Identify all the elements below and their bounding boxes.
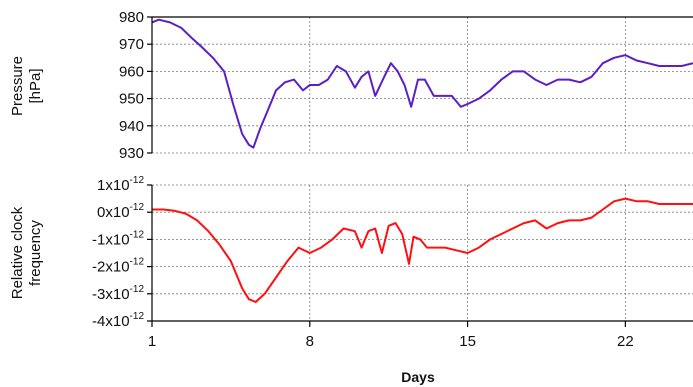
pressure-tick-label-1: 940 xyxy=(119,118,144,135)
clock-frequency-line xyxy=(152,197,693,303)
pressure-series xyxy=(151,18,693,149)
x-tick-labels: 1 8 15 22 xyxy=(148,333,634,350)
clock-tick-label-1: 0x10-12 xyxy=(97,202,144,221)
clock-series xyxy=(152,197,693,303)
pressure-tick-label-4: 970 xyxy=(119,36,144,53)
clock-gridlines xyxy=(151,184,693,322)
pressure-tick-label-3: 960 xyxy=(119,63,144,80)
x-axis-label: Days xyxy=(401,369,435,385)
x-tick-label-1: 8 xyxy=(306,333,314,350)
axes xyxy=(147,16,693,327)
clock-tick-exponent-0: -12 xyxy=(130,175,145,186)
pressure-tick-label-2: 950 xyxy=(119,91,144,108)
pressure-line xyxy=(151,18,693,149)
x-tick-label-0: 1 xyxy=(148,333,156,350)
clock-tick-label-3: -2x10-12 xyxy=(92,257,144,276)
x-tick-label-2: 15 xyxy=(459,333,476,350)
pressure-gridlines xyxy=(151,16,693,154)
clock-y-tick-labels: 1x10-12 0x10-12 -1x10-12 -2x10-12 -3x10-12 -4… xyxy=(92,175,144,330)
clock-tick-exponent-3: -12 xyxy=(130,257,145,268)
clock-tick-exponent-5: -12 xyxy=(130,311,145,322)
pressure-tick-label-5: 980 xyxy=(119,9,144,26)
pressure-tick-label-0: 930 xyxy=(119,145,144,162)
pressure-ylabel-line2: [hPa] xyxy=(27,68,44,103)
clock-tick-exponent-1: -12 xyxy=(130,202,145,213)
clock-tick-label-5: -4x10-12 xyxy=(92,311,144,330)
clock-tick-label-2: -1x10-12 xyxy=(92,229,144,248)
pressure-ylabel-line1: Pressure xyxy=(9,56,26,116)
pressure-y-tick-labels: 930 940 950 960 970 980 xyxy=(119,9,144,162)
x-tick-label-3: 22 xyxy=(617,333,634,350)
clock-tick-exponent-4: -12 xyxy=(130,284,145,295)
clock-tick-label-4: -3x10-12 xyxy=(92,284,144,303)
clock-ylabel-line1: Relative clock xyxy=(9,206,26,299)
clock-tick-label-0: 1x10-12 xyxy=(97,175,144,194)
clock-tick-exponent-2: -12 xyxy=(130,229,145,240)
clock-ylabel-line2: frequency xyxy=(27,220,44,286)
